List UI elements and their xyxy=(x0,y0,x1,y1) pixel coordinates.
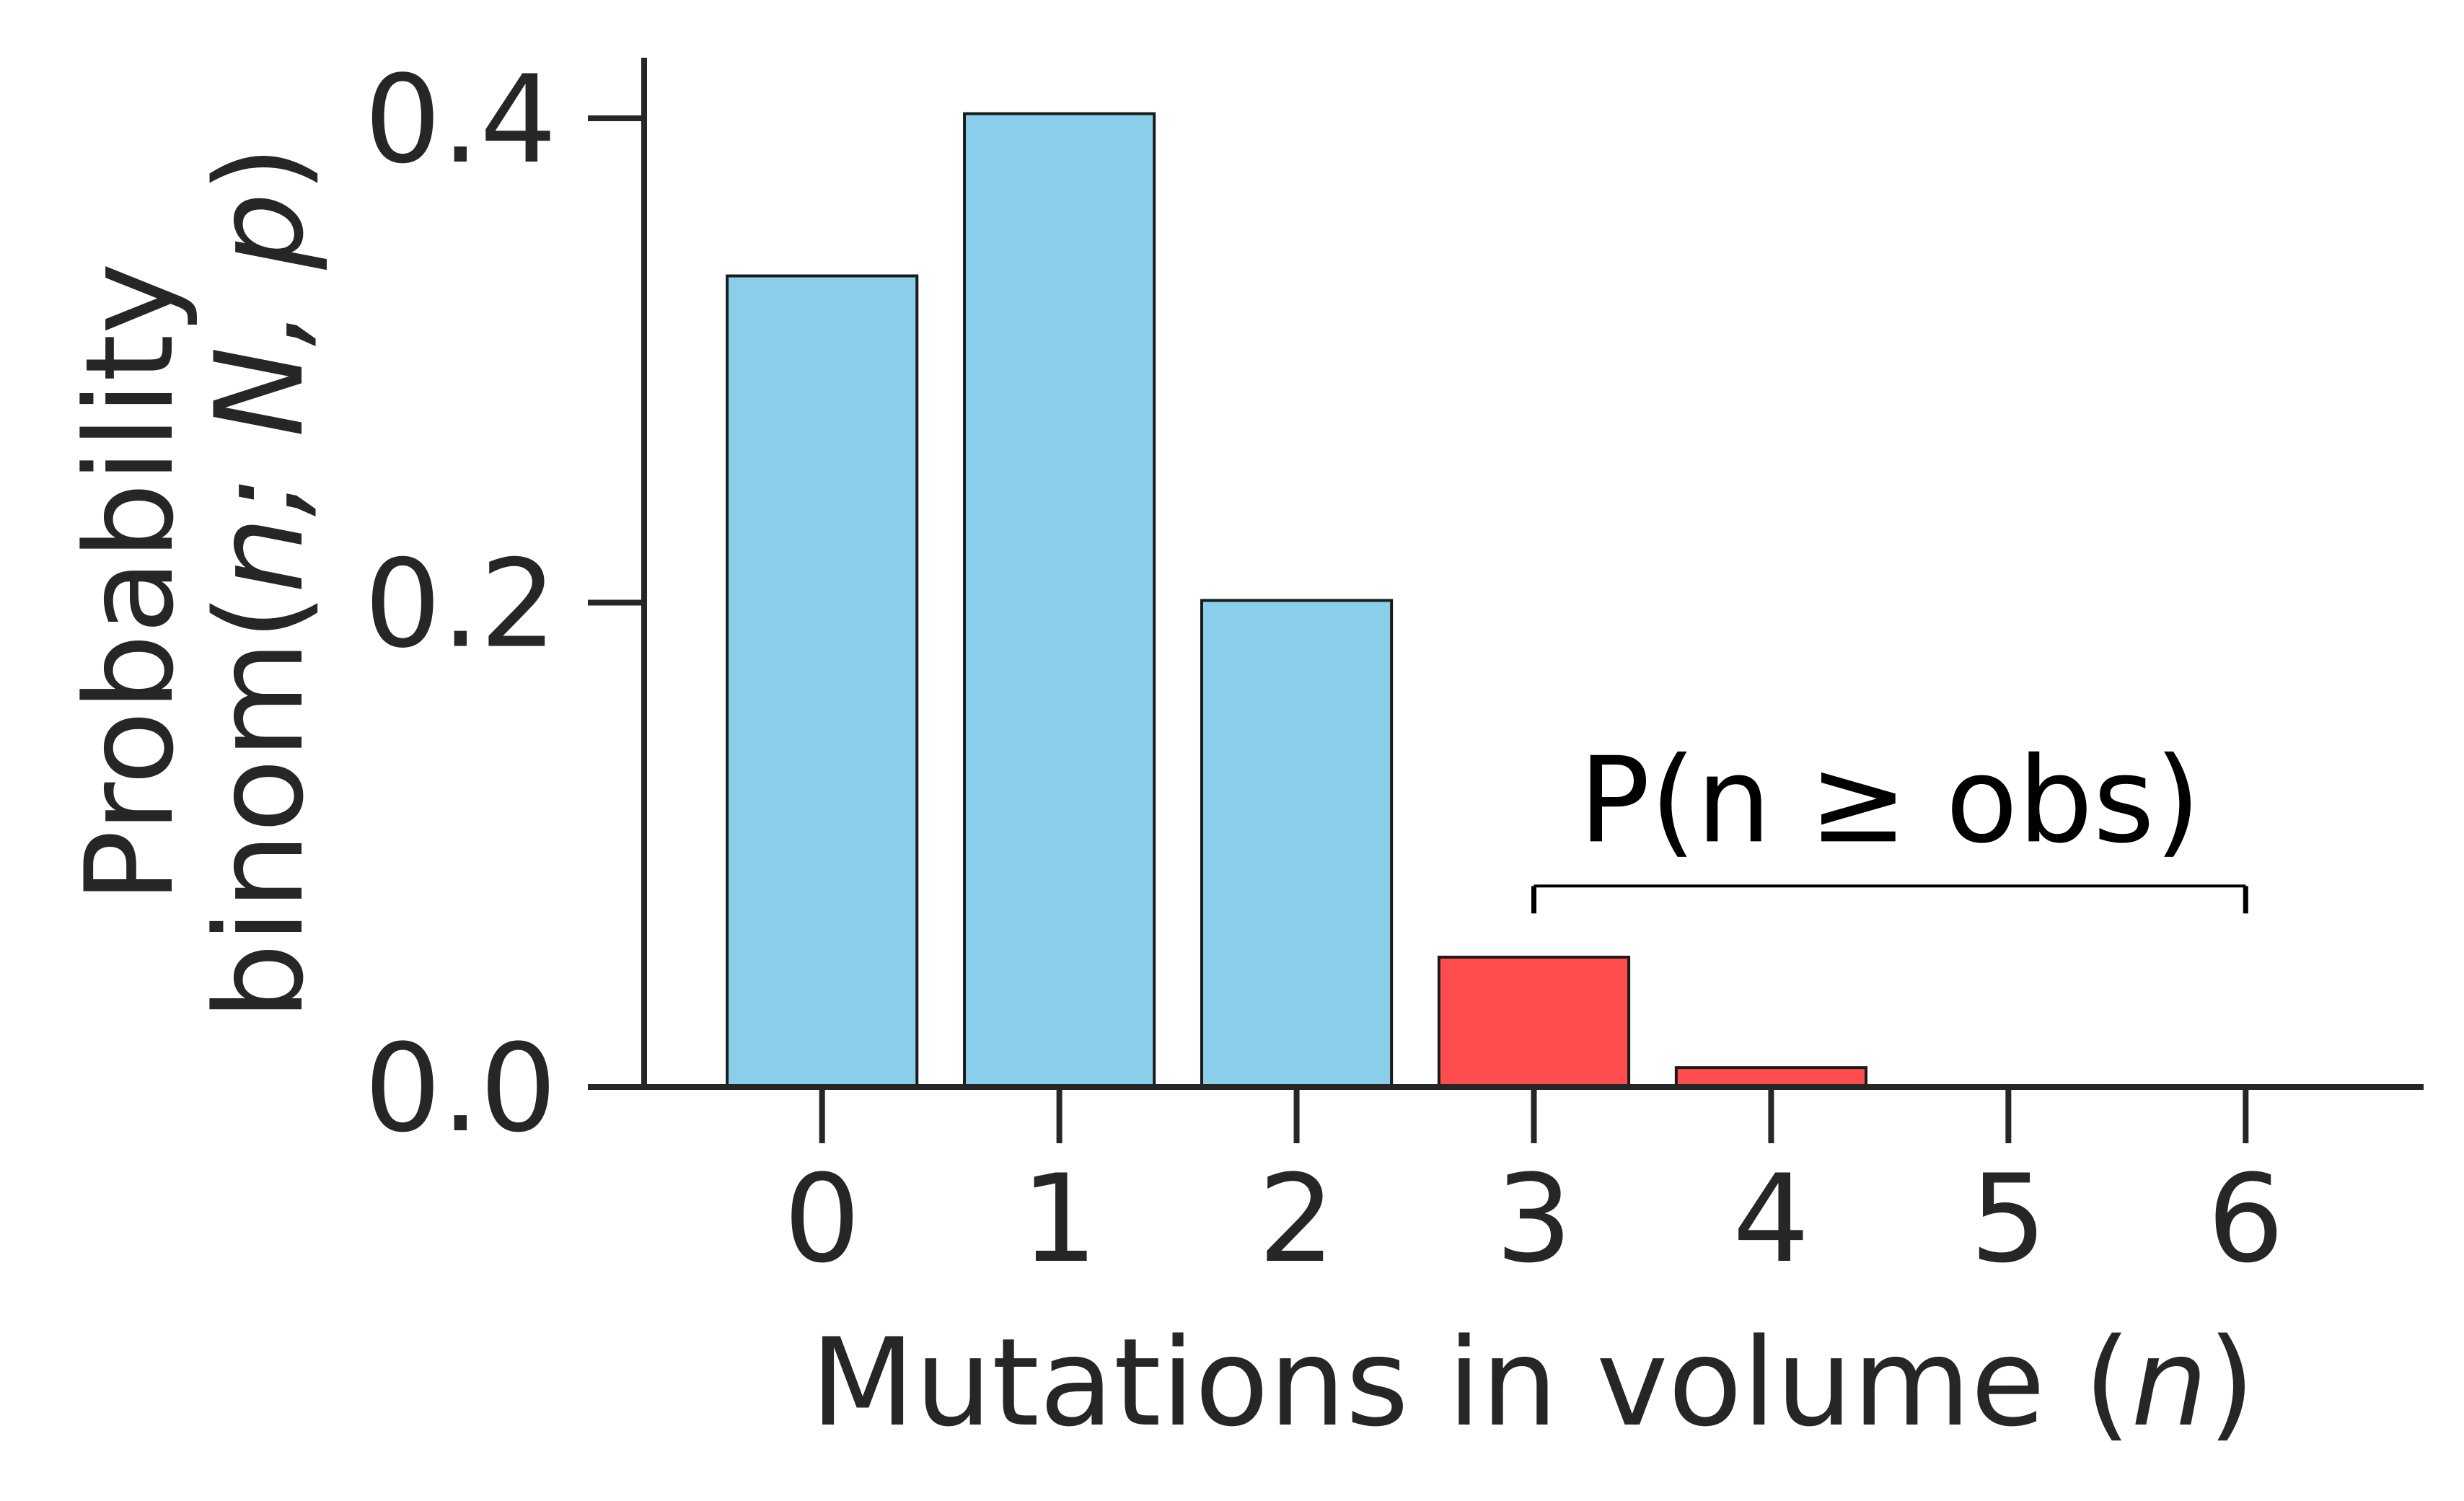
annotation-bracket: P(n ≥ obs) xyxy=(1531,731,2248,914)
y-axis-title-line2-italic: n; N, p xyxy=(189,193,330,594)
x-axis-title-main: Mutations in volume ( xyxy=(811,1312,2131,1453)
y-axis-title: Probability binom(n; N, p) xyxy=(59,146,330,1021)
y-tick-label: 0.2 xyxy=(364,533,557,674)
x-ticks: 0 1 2 3 4 5 6 xyxy=(783,1087,2284,1290)
bars-layer xyxy=(726,112,2342,1089)
x-tick-label: 5 xyxy=(1970,1148,2047,1290)
x-tick-label: 0 xyxy=(783,1148,861,1290)
x-axis-title: Mutations in volume (n) xyxy=(811,1312,2256,1453)
x-tick-label: 3 xyxy=(1495,1148,1572,1290)
x-tick-label: 2 xyxy=(1258,1148,1335,1290)
annotation-label: P(n ≥ obs) xyxy=(1579,731,2201,869)
bar-0 xyxy=(726,274,919,1088)
y-axis-title-line2-pre: binom( xyxy=(189,594,330,1021)
y-tick-label: 0.0 xyxy=(364,1018,557,1159)
bar-3 xyxy=(1437,956,1631,1089)
bar-1 xyxy=(963,112,1156,1088)
x-tick-label: 4 xyxy=(1733,1148,1810,1290)
y-axis-title-line2-post: ) xyxy=(189,146,330,193)
bar-4 xyxy=(1674,1066,1868,1088)
x-axis-title-italic: n xyxy=(2131,1312,2207,1453)
y-ticks: 0.0 0.2 0.4 xyxy=(364,49,644,1159)
y-axis-title-line2: binom(n; N, p) xyxy=(189,146,330,1021)
y-tick-label: 0.4 xyxy=(364,49,557,190)
y-axis-title-line1: Probability xyxy=(59,263,201,903)
x-tick-label: 1 xyxy=(1021,1148,1098,1290)
x-axis-title-close: ) xyxy=(2208,1312,2256,1453)
x-tick-label: 6 xyxy=(2207,1148,2284,1290)
bar-2 xyxy=(1200,599,1394,1088)
